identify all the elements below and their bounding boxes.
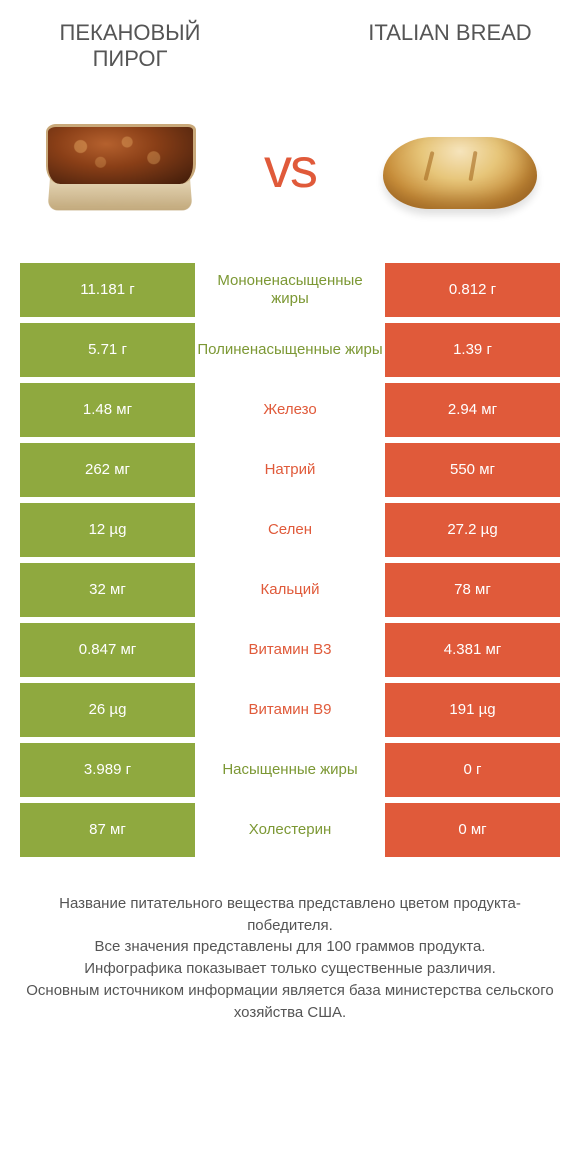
right-product-image [370,98,550,238]
footer-line: Основным источником информации является … [26,980,554,1024]
table-row: 26 µgВитамин B9191 µg [20,683,560,737]
bread-loaf-icon [375,113,545,223]
table-row: 1.48 мгЖелезо2.94 мг [20,383,560,437]
right-value-cell: 78 мг [385,563,560,617]
right-value-cell: 191 µg [385,683,560,737]
right-value-cell: 0.812 г [385,263,560,317]
images-row: vs [0,83,580,263]
left-value-cell: 11.181 г [20,263,195,317]
table-row: 12 µgСелен27.2 µg [20,503,560,557]
footer-line: Инфографика показывает только существенн… [26,958,554,980]
table-row: 11.181 гМононенасыщенные жиры0.812 г [20,263,560,317]
footer-line: Все значения представлены для 100 граммо… [26,936,554,958]
table-row: 32 мгКальций78 мг [20,563,560,617]
right-value-cell: 0 мг [385,803,560,857]
comparison-table: 11.181 гМононенасыщенные жиры0.812 г 5.71… [0,263,580,857]
header: ПЕКАНОВЫЙ ПИРОГ ITALIAN BREAD [0,0,580,83]
nutrient-label: Полиненасыщенные жиры [195,323,385,377]
footer-notes: Название питательного вещества представл… [0,863,580,1024]
left-value-cell: 0.847 мг [20,623,195,677]
right-value-cell: 4.381 мг [385,623,560,677]
left-value-cell: 5.71 г [20,323,195,377]
right-value-cell: 0 г [385,743,560,797]
table-row: 262 мгНатрий550 мг [20,443,560,497]
left-product-image [30,98,210,238]
table-row: 87 мгХолестерин0 мг [20,803,560,857]
nutrient-label: Насыщенные жиры [195,743,385,797]
nutrient-label: Холестерин [195,803,385,857]
right-value-cell: 2.94 мг [385,383,560,437]
right-value-cell: 27.2 µg [385,503,560,557]
nutrient-label: Витамин B3 [195,623,385,677]
table-row: 0.847 мгВитамин B34.381 мг [20,623,560,677]
footer-line: Название питательного вещества представл… [26,893,554,937]
nutrient-label: Железо [195,383,385,437]
left-value-cell: 26 µg [20,683,195,737]
right-value-cell: 1.39 г [385,323,560,377]
nutrient-label: Мононенасыщенные жиры [195,263,385,317]
pecan-pie-icon [40,118,200,218]
nutrient-label: Селен [195,503,385,557]
nutrient-label: Кальций [195,563,385,617]
nutrient-label: Натрий [195,443,385,497]
left-value-cell: 1.48 мг [20,383,195,437]
table-row: 3.989 гНасыщенные жиры0 г [20,743,560,797]
left-value-cell: 87 мг [20,803,195,857]
right-value-cell: 550 мг [385,443,560,497]
left-value-cell: 3.989 г [20,743,195,797]
right-product-title: ITALIAN BREAD [350,20,550,73]
vs-label: vs [264,135,316,200]
left-value-cell: 262 мг [20,443,195,497]
nutrient-label: Витамин B9 [195,683,385,737]
left-product-title: ПЕКАНОВЫЙ ПИРОГ [30,20,230,73]
left-value-cell: 12 µg [20,503,195,557]
left-value-cell: 32 мг [20,563,195,617]
table-row: 5.71 гПолиненасыщенные жиры1.39 г [20,323,560,377]
